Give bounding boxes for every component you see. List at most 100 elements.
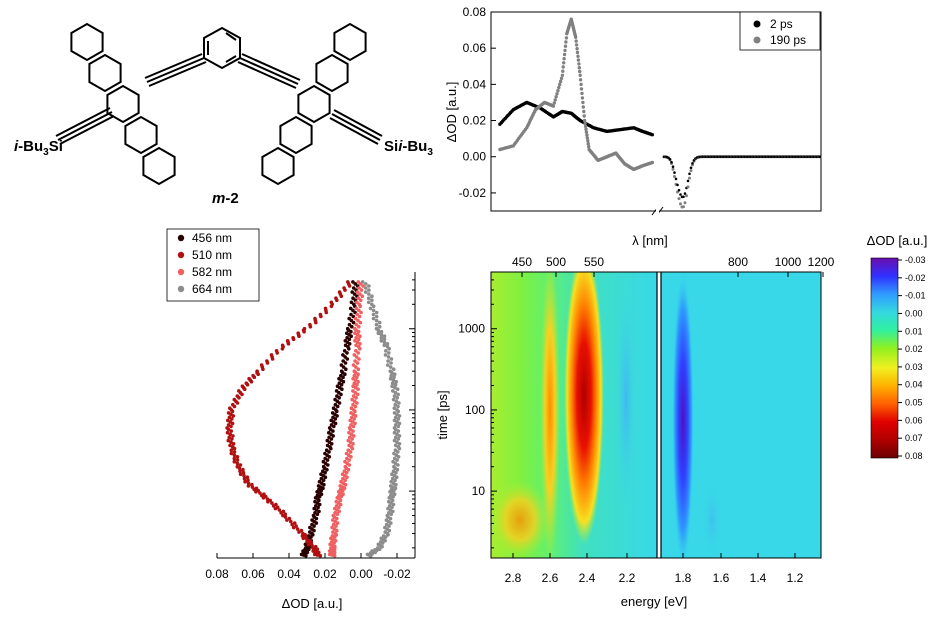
kinetics-point [391, 469, 396, 474]
kinetics-point [259, 363, 264, 367]
colorbar-tick-label: 0.02 [905, 344, 923, 354]
kinetics-point [338, 484, 343, 488]
kinetics-point [388, 369, 393, 374]
spectra-point [559, 76, 564, 81]
kinetics-point [393, 402, 398, 407]
kinetics-point [353, 282, 358, 286]
kinetics-point [312, 506, 317, 511]
kinetics-point [393, 390, 398, 395]
kinetics-xtick-label: 0.06 [241, 567, 265, 581]
spectra-point [679, 202, 682, 206]
kinetics-point [388, 484, 393, 488]
map-ytick-label: 1000 [458, 322, 485, 336]
kinetics-point [227, 415, 232, 420]
kinetics-point [392, 451, 396, 456]
map-x2tick-label: 1200 [808, 255, 835, 269]
kinetics-point [333, 402, 338, 407]
kinetics-point [385, 513, 390, 518]
kinetics-point [329, 300, 334, 305]
kinetics-point [350, 415, 354, 420]
kinetics-point [351, 402, 355, 407]
kinetics-point [367, 292, 371, 296]
kinetics-point [391, 367, 396, 372]
kinetics-point [389, 357, 394, 361]
kinetics-point [396, 437, 401, 441]
kinetics-point [327, 435, 331, 440]
kinetics-point [343, 459, 347, 464]
kinetics-point [339, 479, 343, 484]
spectra-y-ticks: -0.02 0.00 0.02 0.04 0.06 0.08 [459, 5, 496, 200]
spectra-point [673, 175, 676, 178]
kinetics-point [386, 506, 390, 511]
kinetics-point [294, 524, 298, 528]
kinetics-point [357, 286, 361, 290]
kinetics-point [311, 513, 316, 518]
kinetics-point [347, 322, 352, 327]
map-ytick-label: 10 [472, 484, 486, 498]
kinetics-point [392, 430, 397, 435]
kinetics-point [393, 382, 398, 387]
kinetics-point [331, 518, 335, 522]
kinetics-point [334, 296, 338, 301]
spectra-point [554, 95, 558, 99]
kinetics-point [388, 376, 393, 381]
kinetics-point [303, 546, 308, 550]
kinetics-point [386, 359, 390, 363]
kinetics-point [383, 530, 388, 534]
kinetics-point [230, 445, 235, 449]
map-ylabel: time [ps] [435, 390, 450, 439]
kinetics-point [364, 282, 368, 286]
kinetics-point [321, 459, 326, 464]
spectra-point [673, 171, 676, 174]
kinetics-point [331, 406, 336, 411]
kinetics-legend: 456 nm 510 nm 582 nm 664 nm [166, 228, 260, 302]
kinetics-point [349, 423, 353, 427]
kinetics-point [354, 349, 358, 353]
kinetics-point [353, 331, 357, 336]
spectra-point [688, 176, 691, 180]
kinetics-point [355, 290, 360, 294]
kinetics-point [374, 314, 379, 319]
kinetics-point [238, 469, 242, 474]
kinetics-point [350, 397, 355, 402]
spectra-point [650, 133, 654, 137]
spectra-point [562, 57, 566, 61]
kinetics-point [347, 430, 351, 435]
kinetics-point [327, 426, 332, 430]
spectra-point [670, 160, 673, 164]
kinetics-point [242, 476, 247, 481]
kinetics-point [376, 331, 381, 336]
spectra-point [561, 65, 565, 69]
spectra-point [587, 144, 591, 149]
map-xtick-label: 2.8 [505, 571, 522, 585]
kinetics-point [339, 373, 343, 378]
colorbar-ticks: -0.03 -0.02 -0.01 0.00 0.01 0.02 0.03 0.04 0.05 0… [898, 255, 926, 461]
spectra-point [553, 98, 557, 102]
kinetics-point [385, 363, 390, 367]
spectra-point [682, 205, 685, 209]
kinetics-point [371, 308, 376, 313]
map-x2tick-label: 550 [584, 255, 604, 269]
kinetics-point [237, 389, 241, 393]
kinetics-point [356, 367, 361, 372]
kinetics-point [357, 302, 362, 307]
kinetics-xlabel: ΔOD [a.u.] [282, 596, 343, 611]
kinetics-point [387, 499, 391, 504]
spectra-point [582, 109, 586, 114]
kinetics-point [366, 296, 371, 301]
kinetics-point [265, 359, 269, 363]
kinetics-point [367, 284, 371, 288]
kinetics-point [254, 486, 259, 491]
legend-190ps: 190 ps [770, 33, 806, 47]
kinetics-point [395, 408, 399, 412]
legend-2ps: 2 ps [770, 17, 793, 31]
kinetics-point [299, 528, 304, 533]
kinetics-point [351, 376, 355, 381]
map-panel: 10 100 1000 2.8 2.6 2.4 2.2 1.8 1.6 1.4 1.2 450 500 5… [435, 233, 927, 609]
kinetics-point [333, 511, 337, 515]
kinetics-point [317, 479, 322, 484]
kinetics-point [226, 418, 230, 423]
spectra-points [498, 17, 654, 172]
kinetics-point [331, 522, 336, 527]
kinetics-point [269, 353, 274, 357]
